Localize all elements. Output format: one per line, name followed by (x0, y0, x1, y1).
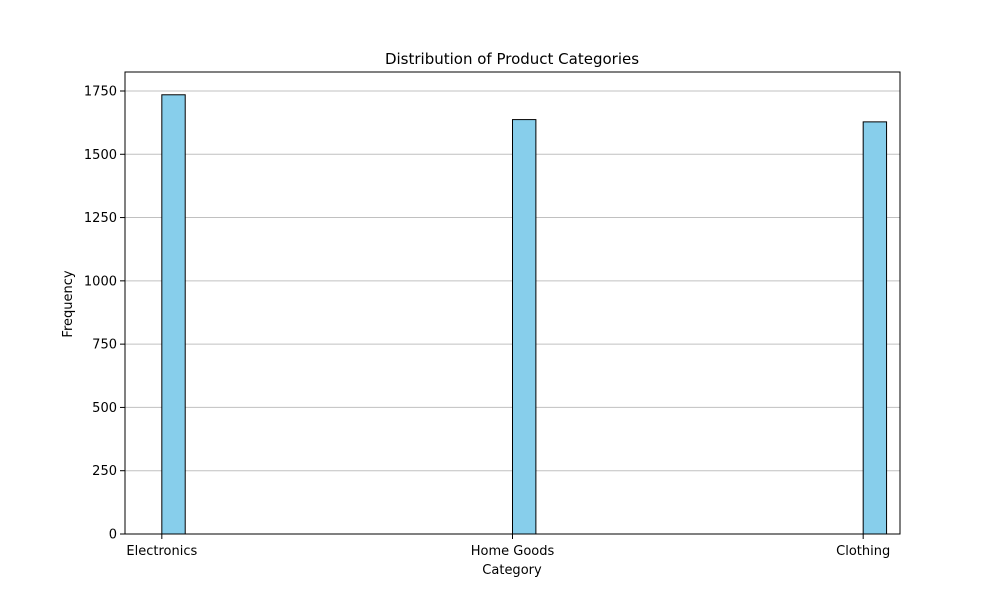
bar-home-goods (512, 119, 537, 535)
y-tick-label-1750: 1750 (84, 84, 117, 99)
y-tick-label-1250: 1250 (84, 211, 117, 226)
y-tick-label-750: 750 (92, 338, 117, 353)
y-tick-label-250: 250 (92, 464, 117, 479)
chart-title: Distribution of Product Categories (385, 50, 639, 68)
y-tick-label-1500: 1500 (84, 148, 117, 163)
y-tick-label-0: 0 (109, 528, 117, 543)
bar-clothing (862, 121, 888, 535)
y-tick-label-500: 500 (92, 401, 117, 416)
y-axis-label: Frequency (61, 270, 76, 337)
x-axis-label: Category (482, 563, 542, 578)
y-tick-label-1000: 1000 (84, 274, 117, 289)
x-tick-label-clothing: Clothing (836, 544, 890, 559)
y-axis-ticks: 0 250 500 750 1000 1250 1500 1750 (84, 84, 125, 543)
x-tick-label-electronics: Electronics (126, 544, 197, 559)
bar-electronics (161, 94, 186, 535)
x-tick-label-home-goods: Home Goods (471, 544, 555, 559)
bars (161, 94, 888, 535)
x-axis-ticks: Electronics Home Goods Clothing (126, 534, 890, 559)
